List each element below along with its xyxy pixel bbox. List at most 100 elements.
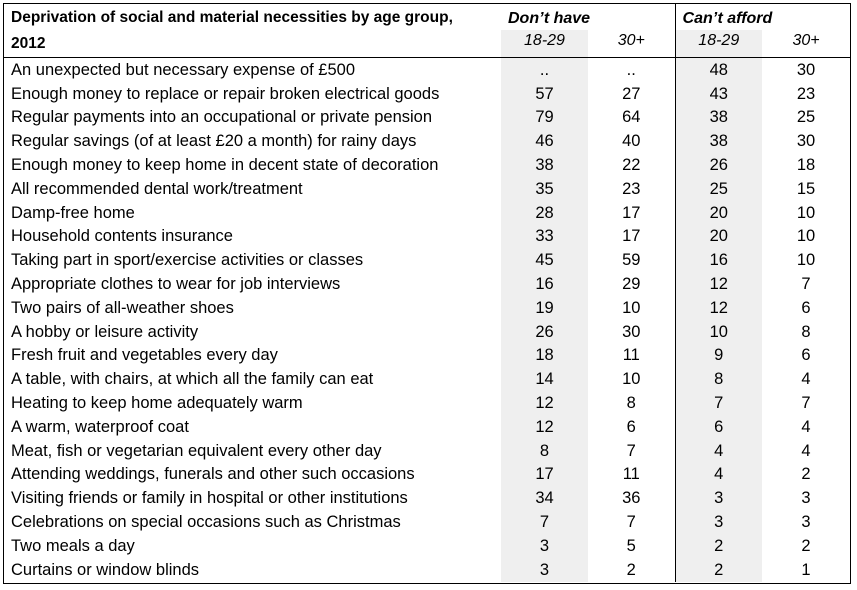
row-label: Two pairs of all-weather shoes (11, 298, 234, 317)
cell-dont-have-18-29: 3 (501, 533, 588, 558)
header-row-ages: 18-29 30+ 18-29 30+ (4, 30, 850, 58)
cell-cant-afford-30plus: 4 (801, 370, 811, 389)
table-row: Attending weddings, funerals and other s… (4, 462, 850, 487)
row-label: Enough money to keep home in decent stat… (11, 156, 439, 175)
deprivation-table: Deprivation of social and material neces… (4, 4, 850, 582)
table-row: Heating to keep home adequately warm 12 8 7… (4, 391, 850, 415)
cell-dont-have-30plus: 2 (626, 560, 636, 579)
cell-dont-have-18-29: 18 (501, 343, 588, 368)
table-row: An unexpected but necessary expense of £… (4, 57, 850, 82)
cell-dont-have-30plus: 10 (622, 298, 641, 317)
cell-cant-afford-30plus: 1 (801, 560, 811, 579)
cell-cant-afford-18-29: 20 (674, 224, 763, 249)
row-label: Regular savings (of at least £20 a month… (11, 132, 417, 151)
cell-cant-afford-18-29: 2 (674, 533, 763, 558)
cell-cant-afford-18-29: 16 (674, 248, 763, 273)
cell-cant-afford-30plus: 18 (796, 156, 816, 175)
table-row: Damp-free home 28 17 20 10 (4, 200, 850, 225)
cell-dont-have-18-29: 46 (501, 129, 588, 154)
cell-cant-afford-18-29: 38 (674, 129, 763, 154)
cell-cant-afford-30plus: 7 (801, 275, 811, 294)
cell-dont-have-18-29: 34 (501, 486, 588, 511)
cell-cant-afford-30plus: 6 (801, 346, 811, 365)
cell-dont-have-30plus: 11 (622, 465, 640, 484)
cell-dont-have-30plus: 7 (626, 513, 636, 532)
cell-dont-have-30plus: 29 (622, 275, 641, 294)
cell-dont-have-30plus: 30 (622, 322, 641, 341)
cell-cant-afford-18-29: 8 (674, 367, 763, 392)
subheader-dont-have-18-29: 18-29 (501, 30, 588, 58)
subheader-cant-afford-18-29: 18-29 (674, 30, 763, 58)
cell-cant-afford-30plus: 6 (801, 298, 811, 317)
cell-dont-have-30plus: 36 (622, 489, 641, 508)
cell-cant-afford-30plus: 4 (801, 417, 811, 436)
cell-cant-afford-18-29: 43 (674, 81, 763, 106)
row-label: Household contents insurance (11, 227, 233, 246)
cell-dont-have-18-29: 45 (501, 248, 588, 273)
row-label: Damp-free home (11, 203, 135, 222)
cell-dont-have-30plus: .. (626, 60, 636, 79)
cell-cant-afford-18-29: 25 (674, 176, 763, 201)
cell-dont-have-30plus: 22 (622, 156, 641, 175)
cell-cant-afford-30plus: 10 (796, 251, 816, 270)
cell-cant-afford-30plus: 2 (801, 536, 811, 555)
row-label: A warm, waterproof coat (11, 417, 189, 436)
cell-dont-have-18-29: 79 (501, 105, 588, 130)
cell-cant-afford-30plus: 30 (796, 132, 816, 151)
cell-dont-have-18-29: 3 (501, 557, 588, 582)
group-header-dont-have: Don’t have (508, 10, 591, 27)
table-row: Appropriate clothes to wear for job inte… (4, 272, 850, 296)
cell-dont-have-30plus: 5 (626, 536, 636, 555)
cell-dont-have-30plus: 6 (626, 417, 636, 436)
row-label: An unexpected but necessary expense of £… (11, 60, 355, 79)
cell-dont-have-18-29: 12 (501, 414, 588, 439)
row-label: Celebrations on special occasions such a… (11, 513, 401, 532)
cell-dont-have-18-29: 33 (501, 224, 588, 249)
table-row: Two meals a day 3 5 2 2 (4, 533, 850, 558)
cell-dont-have-30plus: 11 (622, 346, 640, 365)
table-title-cell: Deprivation of social and material neces… (4, 4, 501, 58)
cell-dont-have-18-29: 26 (501, 319, 588, 344)
cell-dont-have-30plus: 40 (622, 132, 641, 151)
cell-dont-have-18-29: 7 (501, 510, 588, 534)
cell-cant-afford-18-29: 3 (674, 510, 763, 534)
cell-dont-have-30plus: 17 (622, 203, 641, 222)
cell-cant-afford-30plus: 4 (801, 441, 811, 460)
table-row: Fresh fruit and vegetables every day 18 11… (4, 343, 850, 368)
cell-dont-have-30plus: 23 (622, 179, 641, 198)
cell-dont-have-18-29: 17 (501, 462, 588, 487)
cell-cant-afford-30plus: 3 (801, 513, 811, 532)
cell-dont-have-18-29: 12 (501, 391, 588, 415)
row-label: All recommended dental work/treatment (11, 179, 303, 198)
cell-cant-afford-30plus: 2 (801, 465, 811, 484)
cell-dont-have-30plus: 8 (626, 394, 636, 413)
table-row: Celebrations on special occasions such a… (4, 510, 850, 534)
group-header-cant-afford: Can’t afford (674, 4, 850, 30)
cell-cant-afford-30plus: 15 (796, 179, 816, 198)
row-label: Meat, fish or vegetarian equivalent ever… (11, 441, 382, 460)
cell-dont-have-18-29: .. (501, 57, 588, 82)
table-title: Deprivation of social and material neces… (11, 9, 453, 52)
table-row: Two pairs of all-weather shoes 19 10 12 6 (4, 295, 850, 320)
cell-cant-afford-18-29: 26 (674, 153, 763, 177)
cell-cant-afford-30plus: 7 (801, 394, 811, 413)
cell-cant-afford-18-29: 7 (674, 391, 763, 415)
cell-dont-have-18-29: 28 (501, 200, 588, 225)
cell-cant-afford-18-29: 4 (674, 438, 763, 463)
cell-cant-afford-18-29: 6 (674, 414, 763, 439)
cell-cant-afford-30plus: 3 (801, 489, 811, 508)
cell-cant-afford-30plus: 10 (796, 203, 816, 222)
table-row: All recommended dental work/treatment 35 2… (4, 176, 850, 201)
row-label: Curtains or window blinds (11, 560, 200, 579)
table-row: A warm, waterproof coat 12 6 6 4 (4, 414, 850, 439)
row-label: Taking part in sport/exercise activities… (11, 251, 364, 270)
cell-cant-afford-18-29: 3 (674, 486, 763, 511)
row-label: Two meals a day (11, 536, 135, 555)
cell-cant-afford-30plus: 25 (796, 108, 816, 127)
cell-cant-afford-18-29: 10 (674, 319, 763, 344)
cell-dont-have-18-29: 38 (501, 153, 588, 177)
table-row: Regular savings (of at least £20 a month… (4, 129, 850, 154)
cell-cant-afford-30plus: 10 (796, 227, 816, 246)
cell-cant-afford-18-29: 20 (674, 200, 763, 225)
cell-cant-afford-18-29: 2 (674, 557, 763, 582)
